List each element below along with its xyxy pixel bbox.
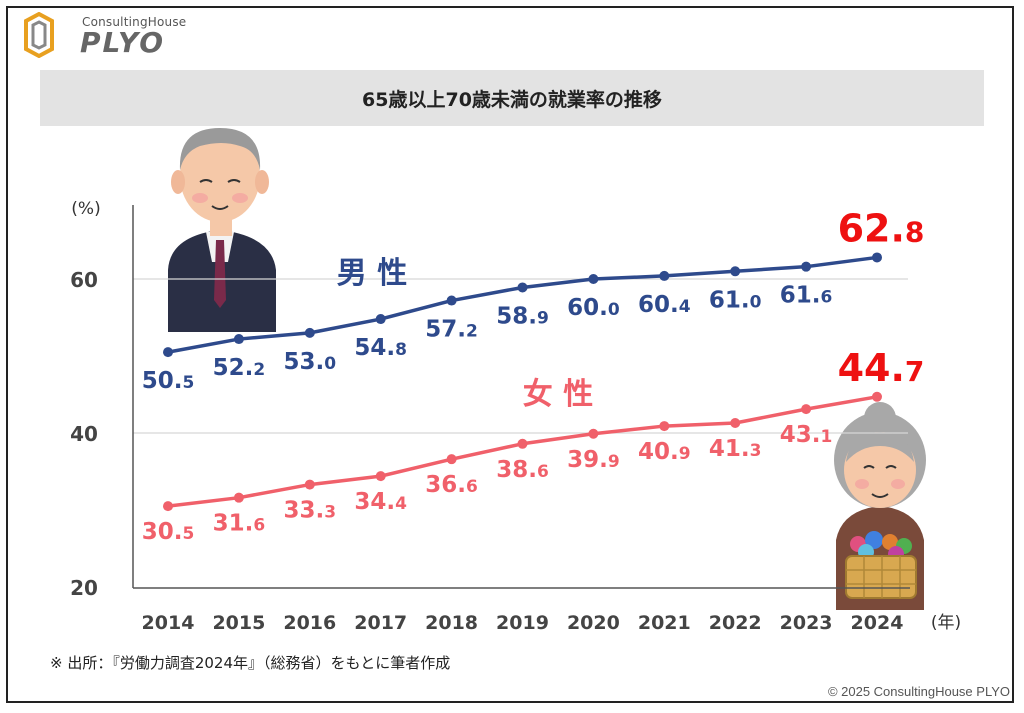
data-label-male-2019: 58.9 bbox=[496, 303, 549, 329]
source-note: ※ 出所：『労働力調査2024年』（総務省）をもとに筆者作成 bbox=[50, 654, 451, 672]
point-female-2019 bbox=[517, 438, 528, 449]
series-name-female: 女 性 bbox=[523, 377, 593, 412]
x-tick-label-2014: 2014 bbox=[142, 612, 195, 634]
point-male-2017 bbox=[375, 314, 386, 325]
point-male-2020 bbox=[588, 274, 599, 284]
plot-area: 20 40 60 (%) (年) 2014 2015 2016 2017 2018 2019 2020… bbox=[70, 199, 961, 634]
y-tick-label-60: 60 bbox=[70, 268, 98, 292]
elderly-man-illustration bbox=[168, 128, 276, 332]
data-label-male-2015: 52.2 bbox=[213, 355, 266, 381]
data-label-female-2018: 36.6 bbox=[425, 472, 478, 498]
point-female-2022 bbox=[730, 417, 741, 428]
title-bar: 65歳以上70歳未満の就業率の推移 bbox=[40, 70, 984, 126]
point-female-2021 bbox=[659, 421, 670, 432]
data-label-female-2015: 31.6 bbox=[213, 511, 266, 537]
point-male-2022 bbox=[730, 266, 741, 277]
data-label-female-2024: 44.7 bbox=[838, 346, 925, 390]
x-tick-label-2022: 2022 bbox=[709, 612, 762, 634]
data-label-female-2023: 43.1 bbox=[780, 422, 833, 448]
point-female-2024 bbox=[872, 391, 882, 402]
copyright: © 2025 ConsultingHouse PLYO bbox=[827, 684, 1010, 699]
point-male-2015 bbox=[233, 334, 244, 345]
data-label-female-2016: 33.3 bbox=[284, 498, 337, 524]
data-label-male-2014: 50.5 bbox=[142, 368, 195, 394]
logo-hexagon-icon bbox=[24, 11, 54, 59]
y-tick-label-20: 20 bbox=[70, 576, 98, 600]
y-axis-label: (%) bbox=[71, 199, 100, 219]
point-male-2014 bbox=[163, 347, 173, 358]
brand-logo: ConsultingHouse PLYO bbox=[24, 11, 214, 62]
series-line-female bbox=[167, 395, 878, 508]
point-male-2021 bbox=[659, 270, 670, 281]
data-label-male-2016: 53.0 bbox=[284, 349, 337, 375]
data-label-female-2014: 30.5 bbox=[142, 519, 195, 545]
elderly-woman-illustration bbox=[834, 402, 926, 610]
x-tick-label-2023: 2023 bbox=[780, 612, 833, 634]
x-tick-label-2020: 2020 bbox=[567, 612, 620, 634]
x-tick-label-2018: 2018 bbox=[425, 612, 478, 634]
data-label-male-2018: 57.2 bbox=[425, 317, 478, 343]
data-label-male-2022: 61.0 bbox=[709, 287, 762, 313]
data-label-female-2022: 41.3 bbox=[709, 436, 762, 462]
data-label-female-2020: 39.9 bbox=[567, 447, 620, 473]
x-tick-label-2021: 2021 bbox=[638, 612, 691, 634]
x-tick-label-2016: 2016 bbox=[283, 612, 336, 634]
data-label-female-2021: 40.9 bbox=[638, 439, 691, 465]
x-tick-label-2015: 2015 bbox=[212, 612, 265, 634]
x-axis-label: (年) bbox=[931, 613, 961, 633]
point-female-2018 bbox=[446, 454, 457, 465]
point-female-2015 bbox=[233, 492, 244, 503]
point-male-2019 bbox=[517, 282, 528, 293]
y-tick-label-40: 40 bbox=[70, 422, 98, 446]
point-male-2018 bbox=[446, 295, 457, 306]
brand-main: PLYO bbox=[80, 26, 166, 59]
x-tick-label-2024: 2024 bbox=[851, 612, 904, 634]
point-female-2014 bbox=[163, 501, 173, 512]
data-label-male-2023: 61.6 bbox=[780, 283, 833, 309]
page-frame bbox=[6, 6, 1014, 703]
page-title: 65歳以上70歳未満の就業率の推移 bbox=[362, 88, 662, 111]
point-male-2016 bbox=[304, 327, 315, 338]
point-male-2023 bbox=[801, 261, 812, 272]
point-male-2024 bbox=[872, 252, 882, 263]
point-female-2016 bbox=[304, 479, 315, 490]
x-tick-label-2017: 2017 bbox=[354, 612, 407, 634]
point-female-2020 bbox=[588, 428, 599, 439]
point-female-2017 bbox=[375, 471, 386, 482]
data-label-female-2017: 34.4 bbox=[354, 489, 407, 515]
series-name-male: 男 性 bbox=[337, 256, 407, 291]
data-label-male-2024: 62.8 bbox=[838, 206, 925, 250]
data-label-male-2021: 60.4 bbox=[638, 292, 691, 318]
brand-sub: ConsultingHouse bbox=[82, 15, 187, 29]
point-female-2023 bbox=[801, 404, 812, 415]
x-tick-label-2019: 2019 bbox=[496, 612, 549, 634]
data-label-male-2017: 54.8 bbox=[354, 335, 407, 361]
data-label-male-2020: 60.0 bbox=[567, 295, 620, 321]
data-label-female-2019: 38.6 bbox=[496, 457, 549, 483]
